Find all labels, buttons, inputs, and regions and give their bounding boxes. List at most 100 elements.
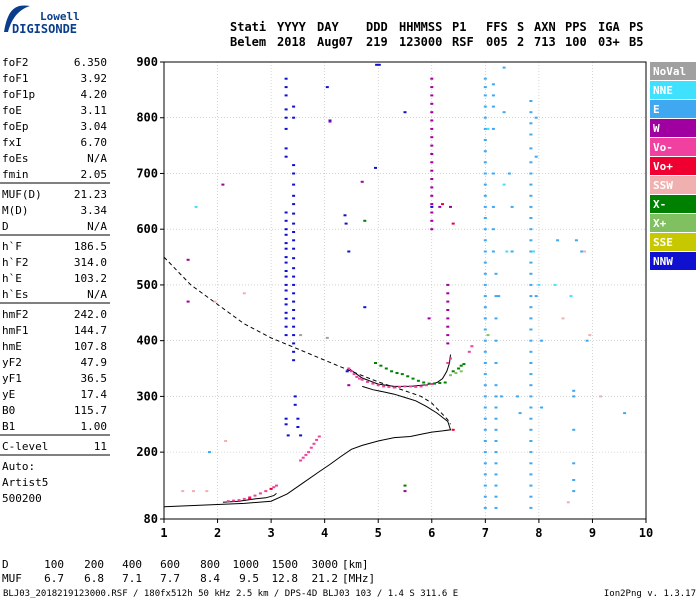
echo-point-e xyxy=(494,495,498,498)
param-value: N/A xyxy=(87,152,107,165)
station-header: Stati YYYY DAY DDD HHMMSS P1 FFS S AXN PPS IGA PS B… xyxy=(230,20,643,49)
x-tick-label: 3 xyxy=(267,526,274,540)
echo-point-nnw xyxy=(292,247,296,250)
echo-point-x- xyxy=(416,379,420,382)
echo-point-e xyxy=(491,228,495,231)
header-value: 713 xyxy=(534,35,556,49)
echo-point-e xyxy=(529,261,533,264)
echo-point-x- xyxy=(427,382,431,385)
echo-point-w xyxy=(403,490,407,493)
echo-point-nnw xyxy=(284,219,288,222)
param-label: M(D) xyxy=(2,204,29,217)
echo-point-e xyxy=(483,373,487,376)
echo-point-vo- xyxy=(403,385,407,388)
header-label: PPS xyxy=(565,20,587,34)
param-label: yF1 xyxy=(2,372,22,385)
echo-point-vo+ xyxy=(269,487,273,490)
echo-point-e xyxy=(491,83,495,86)
param-label: h`E xyxy=(2,272,22,285)
echo-point-e xyxy=(494,428,498,431)
y-tick-label: 400 xyxy=(136,334,158,348)
echo-point-vo- xyxy=(419,385,423,388)
echo-point-w xyxy=(446,283,450,286)
echo-point-vo+ xyxy=(451,428,455,431)
echo-point-w xyxy=(430,136,434,139)
param-label: h`F2 xyxy=(2,256,29,269)
echo-point-e xyxy=(494,384,498,387)
echo-point-nnw xyxy=(286,434,290,437)
legend-label: NNE xyxy=(653,84,673,97)
echo-point-vo- xyxy=(392,386,396,389)
echo-point-e xyxy=(572,389,576,392)
echo-point-e xyxy=(483,328,487,331)
echo-point-nnw xyxy=(296,426,300,428)
echo-point-nnw xyxy=(347,250,351,253)
echo-point-e xyxy=(529,272,533,275)
echo-point-e xyxy=(483,86,487,89)
param-label: B0 xyxy=(2,404,15,417)
echo-point-nnw xyxy=(328,119,332,122)
param-label: yE xyxy=(2,388,15,401)
echo-point-nnw xyxy=(284,423,288,426)
echo-point-e xyxy=(483,250,487,253)
muf-value: 8.4 xyxy=(200,572,220,584)
echo-point-vo- xyxy=(376,384,380,387)
echo-point-e xyxy=(483,451,487,454)
echo-point-nnw xyxy=(292,267,296,270)
param-value: 6.70 xyxy=(81,136,108,149)
param-label: D xyxy=(2,220,9,233)
echo-point-w xyxy=(186,258,190,261)
muf-d-value: 200 xyxy=(84,558,104,571)
echo-point-vo- xyxy=(248,496,252,499)
header-value: 219 xyxy=(366,35,388,49)
echo-point-nne xyxy=(194,205,198,208)
param-label: Auto: xyxy=(2,460,35,473)
curve-trace-lower xyxy=(163,385,452,508)
echo-point-e xyxy=(529,122,533,125)
param-value: 3.04 xyxy=(81,120,108,133)
echo-point-e xyxy=(502,66,506,69)
echo-point-nnw xyxy=(403,111,407,114)
echo-point-w xyxy=(430,203,434,206)
echo-point-w xyxy=(430,161,434,164)
echo-point-nnw xyxy=(292,325,296,328)
y-tick-label: 500 xyxy=(136,278,158,292)
echo-point-w xyxy=(430,127,434,130)
echo-point-e xyxy=(529,111,533,114)
param-label: h`Es xyxy=(2,288,29,301)
echo-point-e xyxy=(529,328,533,331)
plot-grid xyxy=(163,61,647,520)
echo-point-e xyxy=(499,395,503,398)
y-tick-label: 600 xyxy=(136,222,158,236)
echo-point-e xyxy=(491,94,495,97)
echo-point-x- xyxy=(433,382,436,385)
echo-point-e xyxy=(483,161,487,164)
echo-point-w xyxy=(430,211,434,214)
echo-point-e xyxy=(208,451,211,454)
header-label: IGA xyxy=(598,20,620,34)
echo-point-nnw xyxy=(374,166,377,169)
echo-point-e xyxy=(483,462,487,465)
echo-point-nnw xyxy=(284,275,288,278)
echo-point-vo- xyxy=(398,385,402,388)
echo-point-x- xyxy=(459,364,463,367)
echo-point-e xyxy=(529,350,533,353)
echo-point-e xyxy=(483,217,487,219)
echo-point-w xyxy=(360,180,364,183)
echo-point-nnw xyxy=(284,147,288,150)
muf-d-value: 1500 xyxy=(272,558,299,571)
echo-point-nnw xyxy=(292,300,296,303)
footer-bar: BLJ03_2018219123000.RSF / 180fx512h 50 k… xyxy=(3,589,696,599)
echo-point-e xyxy=(529,384,533,387)
echo-point-nnw xyxy=(292,239,296,242)
echo-point-x- xyxy=(462,363,466,366)
echo-point-e xyxy=(534,155,538,158)
echo-point-nnw xyxy=(292,317,296,320)
echo-point-nnw xyxy=(284,247,288,250)
legend-label: Vo+ xyxy=(653,160,673,173)
param-value: 3.92 xyxy=(81,72,108,85)
legend-label: SSE xyxy=(653,236,673,249)
echo-point-vo- xyxy=(387,385,391,388)
muf-value: 12.8 xyxy=(272,572,299,584)
echo-point-w xyxy=(449,205,452,208)
